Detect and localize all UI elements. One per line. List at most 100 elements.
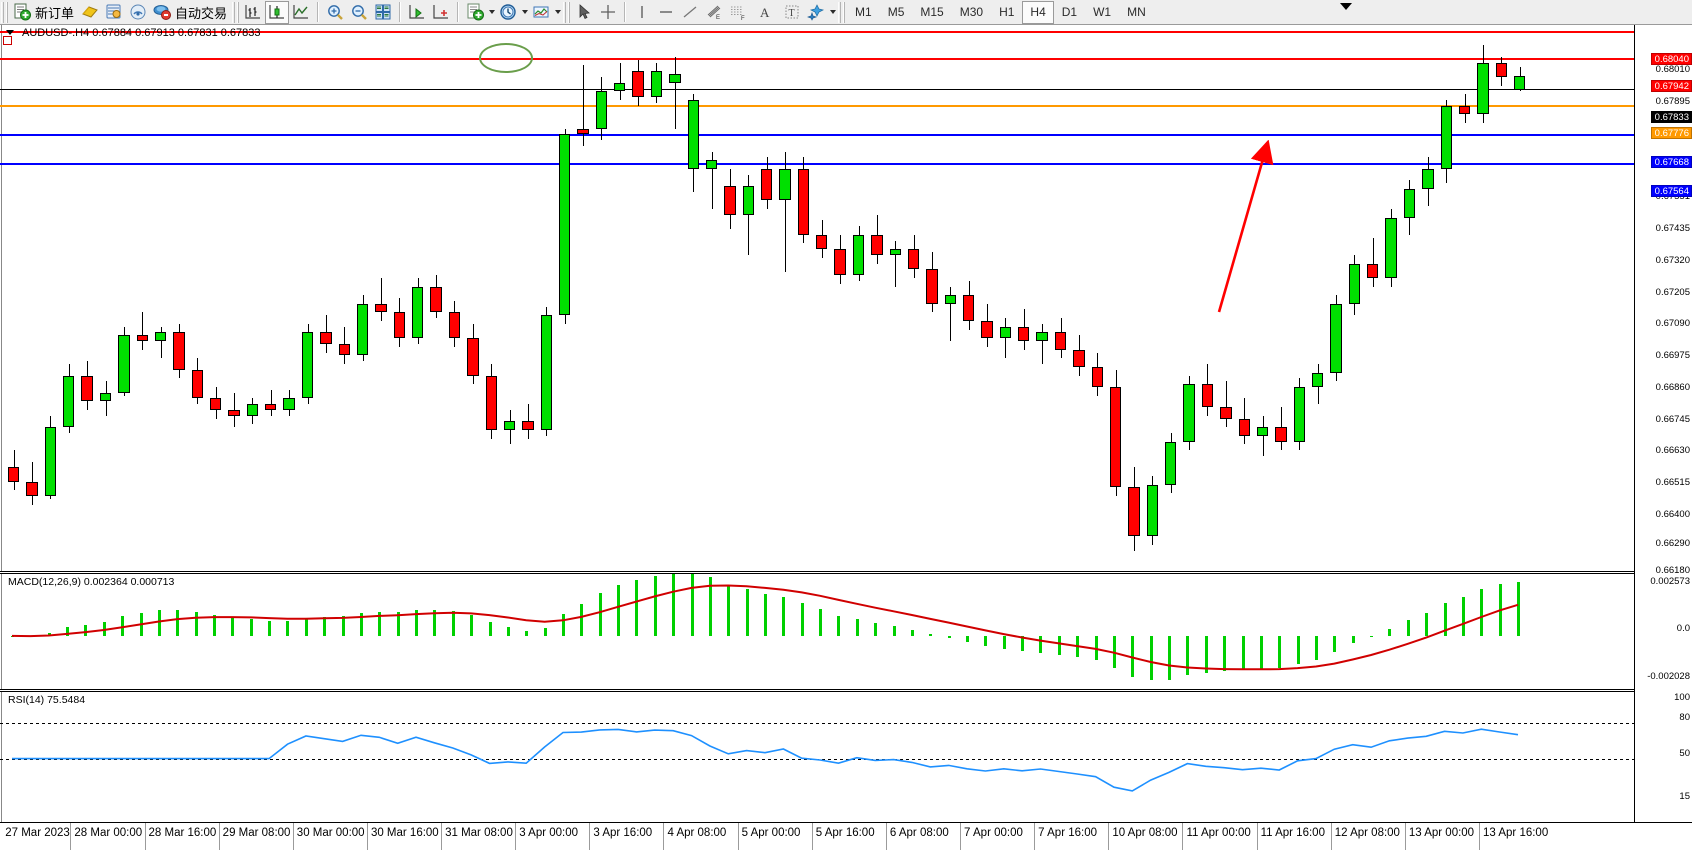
chart-plot-region[interactable]: AUDUSD-.H4 0.67884 0.67913 0.67831 0.678…: [0, 25, 1634, 822]
price-level-tag[interactable]: 0.67564: [1650, 185, 1692, 197]
candle-wick: [161, 326, 162, 359]
price-level-tag[interactable]: 0.67668: [1650, 156, 1692, 168]
candle-body: [1054, 332, 1067, 350]
candle-wick: [1005, 318, 1006, 359]
price-level-line-0.67942[interactable]: [0, 58, 1634, 60]
candle-body: [595, 91, 608, 129]
crosshair-icon[interactable]: [596, 1, 620, 24]
price-level-tag[interactable]: 0.67942: [1650, 80, 1692, 92]
timeframe-d1[interactable]: D1: [1061, 5, 1078, 19]
candle-body: [393, 312, 406, 339]
period-icon[interactable]: [496, 1, 520, 24]
templates-icon[interactable]: [463, 1, 487, 24]
candle-body: [1348, 263, 1361, 304]
rsi-pane[interactable]: RSI(14) 75.5484: [0, 692, 1634, 822]
svg-text:A: A: [760, 5, 770, 20]
chart-collapse-arrow-icon[interactable]: [6, 30, 14, 35]
price-pane[interactable]: AUDUSD-.H4 0.67884 0.67913 0.67831 0.678…: [0, 25, 1634, 571]
candle-body: [283, 398, 295, 410]
macd-histogram-bar: [268, 620, 271, 636]
rsi-axis-tick-label: 15: [1679, 791, 1690, 802]
auto-scroll-icon[interactable]: [429, 1, 453, 24]
macd-histogram-bar: [305, 618, 308, 636]
rsi-axis-tick-label: 100: [1674, 692, 1690, 703]
indicators-dropdown-caret[interactable]: [553, 10, 562, 14]
time-axis-tick-label: 6 Apr 08:00: [889, 827, 949, 839]
price-level-tag[interactable]: 0.68040: [1650, 53, 1692, 65]
price-level-line-0.67668[interactable]: [0, 134, 1634, 136]
candle-body: [1109, 387, 1122, 488]
timeframe-m1[interactable]: M1: [855, 5, 872, 19]
line-chart-icon[interactable]: [289, 1, 313, 24]
toolbar-grip[interactable]: [1, 1, 8, 23]
price-axis[interactable]: 0.680100.678950.677810.676660.675510.674…: [1340, 3, 1692, 822]
equidistant-channel-icon[interactable]: E: [702, 1, 726, 24]
toolbar-grip-2[interactable]: [232, 1, 240, 23]
objects-dropdown-caret[interactable]: [828, 10, 837, 14]
timeframe-h4[interactable]: H4: [1022, 0, 1054, 24]
fibonacci-icon[interactable]: F: [726, 1, 750, 24]
timeframe-m15[interactable]: M15: [920, 5, 944, 19]
candle-body: [1367, 263, 1379, 278]
templates-dropdown-caret[interactable]: [487, 10, 496, 14]
chart-cursor-marker: [1340, 3, 1352, 10]
pane-divider-macd[interactable]: [0, 571, 1634, 574]
macd-pane[interactable]: MACD(12,26,9) 0.002364 0.000713: [0, 574, 1634, 689]
zoom-in-icon[interactable]: [323, 1, 347, 24]
timeframe-w1[interactable]: W1: [1093, 5, 1112, 19]
macd-histogram-bar: [231, 617, 234, 636]
market-watch-icon[interactable]: [102, 1, 126, 24]
object-anchor-handle[interactable]: [3, 36, 12, 45]
vertical-line-icon[interactable]: [630, 1, 654, 24]
toolbar-grip-4[interactable]: [838, 1, 846, 23]
annotation-ellipse[interactable]: [479, 43, 533, 73]
price-level-line-0.68040[interactable]: [0, 31, 1634, 33]
indicators-list-icon[interactable]: [529, 1, 553, 24]
annotation-arrow-up[interactable]: [1205, 140, 1285, 320]
shift-end-icon[interactable]: [405, 1, 429, 24]
tile-windows-icon[interactable]: [371, 1, 395, 24]
new-order-icon[interactable]: [10, 1, 34, 24]
time-axis[interactable]: 27 Mar 2023 28 Mar 00:00 28 Mar 16:00 29 Ma…: [0, 822, 1692, 850]
candle-body: [1403, 188, 1416, 218]
period-dropdown-caret[interactable]: [520, 10, 529, 14]
macd-histogram-bar: [984, 635, 987, 647]
candlestick-chart-icon[interactable]: [265, 0, 290, 24]
price-level-line-0.67776[interactable]: [0, 105, 1634, 107]
zoom-out-icon[interactable]: [347, 1, 371, 24]
price-level-tag[interactable]: 0.67833: [1650, 111, 1692, 123]
new-order-label[interactable]: 新订单: [35, 5, 75, 21]
price-level-line-0.67833[interactable]: [0, 89, 1634, 90]
horizontal-line-icon[interactable]: [654, 1, 678, 24]
objects-icon[interactable]: [804, 1, 828, 24]
chart-title: AUDUSD-.H4 0.67884 0.67913 0.67831 0.678…: [22, 27, 261, 39]
chart-canvas-area[interactable]: AUDUSD-.H4 0.67884 0.67913 0.67831 0.678…: [0, 3, 1692, 850]
macd-histogram-bar: [360, 613, 363, 636]
candle-wick: [950, 286, 951, 342]
autotrading-icon[interactable]: [150, 1, 174, 24]
text-icon[interactable]: A: [750, 1, 780, 24]
autotrading-label[interactable]: 自动交易: [175, 5, 228, 21]
candle-body: [999, 326, 1012, 339]
candle-body: [1036, 332, 1048, 342]
macd-axis-tick-label: 0.0: [1676, 623, 1690, 634]
macd-histogram-bar: [1095, 635, 1098, 660]
macd-histogram-bar: [929, 634, 932, 636]
timeframe-h1[interactable]: H1: [999, 5, 1015, 19]
price-level-tag[interactable]: 0.67776: [1650, 127, 1692, 139]
timeframe-m30[interactable]: M30: [959, 5, 984, 19]
price-level-line-0.67564[interactable]: [0, 163, 1634, 165]
navigator-icon[interactable]: [126, 1, 150, 24]
timeframe-m5[interactable]: M5: [887, 5, 905, 19]
text-label-icon[interactable]: T: [780, 1, 804, 24]
timeframe-mn[interactable]: MN: [1127, 5, 1146, 19]
cursor-icon[interactable]: [572, 1, 596, 24]
price-axis-tick-label: 0.67435: [1655, 223, 1690, 234]
price-axis-tick-label: 0.66400: [1655, 509, 1690, 520]
macd-histogram-bar: [856, 619, 859, 636]
bar-chart-icon[interactable]: [241, 1, 265, 24]
toolbar-grip-3[interactable]: [563, 1, 571, 23]
indicators-icon[interactable]: [78, 1, 102, 24]
pane-divider-rsi[interactable]: [0, 689, 1634, 692]
trendline-icon[interactable]: [678, 1, 702, 24]
